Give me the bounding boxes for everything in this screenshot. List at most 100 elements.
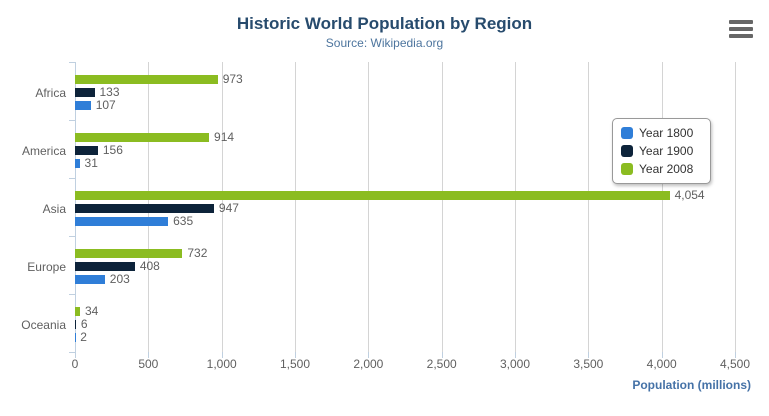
x-axis-tick: [368, 352, 370, 358]
bar-row: 914: [75, 130, 735, 144]
bar-row: 732: [75, 246, 735, 260]
bar-oceania-year-1900[interactable]: [75, 320, 76, 329]
category-axis-tick: [69, 62, 75, 63]
category-axis-tick: [69, 352, 75, 353]
bar-data-label: 6: [80, 317, 88, 331]
gridline: [295, 62, 296, 352]
bar-data-label: 2: [80, 330, 87, 344]
legend-item-year-1800[interactable]: Year 1800: [621, 126, 702, 140]
bar-row: 34: [75, 304, 735, 318]
gridline: [735, 62, 736, 352]
bar-group: 34 6 2: [75, 304, 735, 346]
bar-data-label: 973: [222, 72, 243, 86]
bar-row: 4,054: [75, 188, 735, 202]
gridline: [221, 62, 223, 352]
x-axis-tick: [295, 352, 296, 358]
legend-swatch-icon: [621, 163, 633, 175]
chart-title: Historic World Population by Region: [236, 14, 533, 33]
x-axis-title: Population (millions): [632, 378, 751, 392]
bar-row: 133: [75, 85, 735, 99]
bar-data-label: 914: [214, 130, 235, 144]
x-axis-tick: [588, 352, 590, 358]
x-axis-tick: [661, 352, 663, 358]
bar-data-label: 34: [84, 304, 99, 318]
bar-row: 156: [75, 143, 735, 157]
x-axis-tick: [75, 352, 76, 358]
bar-america-year-2008[interactable]: [75, 133, 210, 142]
legend-label: Year 1900: [639, 144, 694, 158]
legend-swatch-icon: [621, 127, 633, 139]
bar-america-year-1900[interactable]: [75, 146, 98, 155]
x-axis-tick-label: 500: [138, 357, 159, 371]
bar-asia-year-1800[interactable]: [75, 217, 169, 226]
x-axis-tick-label: 1,500: [279, 357, 311, 371]
category-label-europe: Europe: [27, 260, 66, 274]
bar-row: 2: [75, 330, 735, 344]
bar-row: 408: [75, 259, 735, 273]
gridline: [588, 62, 590, 352]
category-axis-tick: [69, 294, 75, 295]
gridline: [368, 62, 370, 352]
x-axis-tick-label: 4,500: [719, 357, 751, 371]
bar-europe-year-2008[interactable]: [75, 249, 183, 258]
category-label-america: America: [21, 144, 66, 158]
bar-asia-year-2008[interactable]: [75, 191, 670, 200]
category-axis-tick: [69, 120, 75, 121]
legend-item-year-1900[interactable]: Year 1900: [621, 144, 702, 158]
bar-row: 6: [75, 317, 735, 331]
x-axis-tick-label: 3,500: [573, 357, 604, 371]
bar-data-label: 635: [173, 214, 194, 228]
bar-oceania-year-2008[interactable]: [75, 307, 80, 316]
bar-asia-year-1900[interactable]: [75, 204, 214, 213]
bar-data-label: 31: [84, 156, 98, 170]
x-axis-tick-label: 2,500: [426, 357, 457, 371]
bar-row: 107: [75, 98, 735, 112]
bar-africa-year-1800[interactable]: [75, 101, 91, 110]
bar-europe-year-1800[interactable]: [75, 275, 105, 284]
plot-area: 973 133 107 914 156 31 4,054 947 635 732 408 203 34 6…: [69, 62, 736, 358]
bar-row: 973: [75, 72, 735, 86]
bar-data-label: 408: [139, 259, 160, 273]
bar-africa-year-2008[interactable]: [75, 75, 218, 84]
gridline: [515, 62, 516, 352]
category-axis-tick: [69, 178, 75, 179]
bar-row: 635: [75, 214, 735, 228]
x-axis-tick-label: 3,000: [499, 357, 531, 371]
bar-europe-year-1900[interactable]: [75, 262, 135, 271]
chart-subtitle: Source: Wikipedia.org: [325, 36, 444, 50]
bar-data-label: 156: [102, 143, 123, 157]
bar-row: 31: [75, 156, 735, 170]
bar-data-label: 4,054: [674, 188, 705, 202]
x-axis-tick-label: 0: [71, 357, 79, 371]
legend-label: Year 2008: [639, 162, 694, 176]
legend-label: Year 1800: [639, 126, 694, 140]
legend-item-year-2008[interactable]: Year 2008: [621, 162, 702, 176]
hamburger-icon: [729, 34, 753, 38]
bar-data-label: 107: [95, 98, 116, 112]
bar-america-year-1800[interactable]: [75, 159, 80, 168]
gridline: [441, 62, 443, 352]
x-axis-tick-label: 1,000: [206, 357, 237, 371]
x-axis-tick: [515, 352, 516, 358]
category-label-oceania: Oceania: [21, 318, 66, 332]
x-axis-tick: [735, 352, 736, 358]
x-axis-tick: [441, 352, 443, 358]
bar-data-label: 203: [109, 272, 130, 286]
bar-data-label: 732: [187, 246, 208, 260]
bar-data-label: 133: [99, 85, 120, 99]
bar-row: 203: [75, 272, 735, 286]
bar-row: 947: [75, 202, 735, 214]
bar-group: 973 133 107: [75, 72, 735, 114]
bar-africa-year-1900[interactable]: [75, 88, 95, 97]
bar-group: 4,054 947 635: [75, 188, 735, 230]
x-axis-tick-label: 2,000: [353, 357, 384, 371]
hamburger-icon: [729, 20, 753, 24]
bar-group: 732 408 203: [75, 246, 735, 288]
bar-group: 914 156 31: [75, 130, 735, 172]
x-axis-tick: [221, 352, 223, 358]
hamburger-icon: [729, 27, 753, 31]
category-label-asia: Asia: [42, 202, 66, 216]
chart-menu-button[interactable]: [728, 18, 754, 40]
category-label-africa: Africa: [35, 86, 66, 100]
